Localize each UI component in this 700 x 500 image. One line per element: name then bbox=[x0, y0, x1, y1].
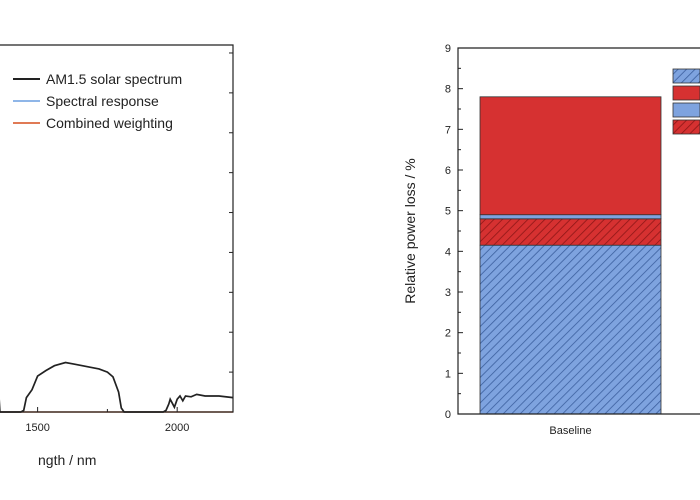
spectrum-right-ticks bbox=[229, 52, 233, 413]
bar-segment-3 bbox=[479, 214, 662, 220]
power-loss-chart: 0 1 2 3 4 5 6 7 8 9 Baseline Relative power loss … bbox=[402, 43, 700, 437]
power-loss-x-ticks: Baseline bbox=[549, 425, 591, 437]
y-tick-label: 2 bbox=[445, 328, 451, 340]
spectrum-x-axis-label: ngth / nm bbox=[38, 452, 96, 468]
bar-segment-1 bbox=[479, 244, 662, 415]
spectrum-plot-frame bbox=[0, 44, 234, 413]
legend-label-spectral-response: Spectral response bbox=[46, 93, 159, 109]
legend-label-combined-weighting: Combined weighting bbox=[46, 115, 173, 131]
y-tick-label: 0 bbox=[445, 409, 451, 421]
y-tick-label: 5 bbox=[445, 206, 451, 218]
y-tick-label: 4 bbox=[445, 246, 451, 258]
series-line-am1-5-solar-spectrum bbox=[0, 361, 234, 413]
power-loss-y-axis-label: Relative power loss / % bbox=[402, 158, 418, 304]
legend-swatch-1 bbox=[672, 68, 700, 84]
y-tick-label: 1 bbox=[445, 368, 451, 380]
power-loss-y-ticks: 0 1 2 3 4 5 6 7 8 9 bbox=[445, 43, 463, 421]
legend-swatch-4 bbox=[672, 119, 700, 135]
legend-swatch-2 bbox=[672, 85, 700, 101]
legend-swatch-3 bbox=[672, 102, 700, 118]
spectrum-legend: AM1.5 solar spectrum Spectral response C… bbox=[13, 71, 182, 131]
x-tick-label: 2000 bbox=[165, 422, 189, 434]
y-tick-label: 3 bbox=[445, 287, 451, 299]
x-tick-label: 1500 bbox=[25, 422, 49, 434]
spectrum-x-ticks: 1500 2000 bbox=[25, 407, 189, 434]
bar-segment-2 bbox=[479, 218, 662, 246]
power-loss-legend bbox=[672, 68, 700, 135]
y-tick-label: 7 bbox=[445, 124, 451, 136]
y-tick-label: 8 bbox=[445, 84, 451, 96]
category-label: Baseline bbox=[549, 425, 591, 437]
y-tick-label: 6 bbox=[445, 165, 451, 177]
spectrum-chart: 1500 2000 ngth / nm AM1.5 solar spectrum … bbox=[0, 44, 234, 468]
bar-segment-4 bbox=[479, 96, 662, 216]
legend-label-am15: AM1.5 solar spectrum bbox=[46, 71, 182, 87]
y-tick-label: 9 bbox=[445, 43, 451, 55]
spectrum-plot-area bbox=[0, 361, 234, 413]
stacked-bar-baseline bbox=[479, 96, 662, 415]
